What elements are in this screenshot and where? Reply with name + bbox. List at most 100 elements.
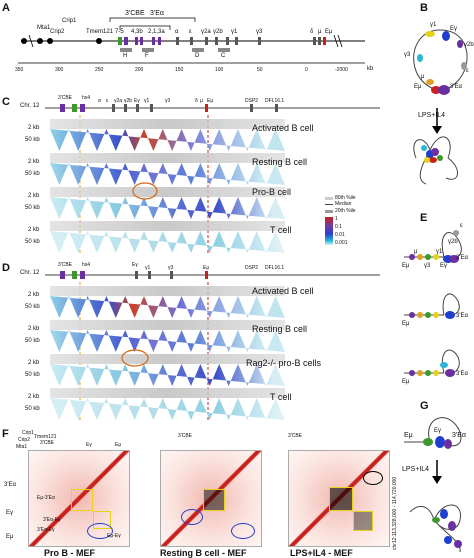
- panel-a-letter: A: [2, 2, 10, 14]
- chr-label-d: Chr. 12: [20, 270, 40, 276]
- c-scale-50kb-3: 50 kb: [25, 205, 40, 211]
- gene-g2b: γ2b: [213, 29, 223, 35]
- f-black-ellipse: [363, 471, 383, 485]
- b-g2b: γ2b: [464, 42, 474, 48]
- e-eg: Eγ: [440, 263, 448, 269]
- d-emu: Eμ: [203, 265, 210, 271]
- panel-a: 3'CBE 3'Eα Mta1 Crip1 Crip2 Tmem121 7-5 …: [0, 0, 400, 80]
- f-crip1: Crip1: [22, 430, 34, 436]
- f-eg-top: Eγ: [86, 442, 92, 448]
- d-scale-50kb-3: 50 kb: [25, 372, 40, 378]
- gene-epsilon: ε: [189, 29, 192, 35]
- b-emu: Eμ: [414, 84, 422, 90]
- c-row-activated: 2 kb 50 kb Activated B cell: [8, 117, 408, 151]
- b-g3: γ3: [404, 52, 411, 58]
- f-yellow-box-5: [353, 511, 373, 531]
- b-eg: Eγ: [450, 26, 458, 32]
- f-right-axis: chr12:113,328,000 - 114,720,000: [392, 476, 398, 550]
- d-scale-2kb-1: 2 kb: [28, 292, 40, 298]
- f-left-eg: Eγ: [6, 510, 14, 516]
- c-dsp2: DSP2: [245, 98, 259, 104]
- tick-350: 350: [15, 67, 24, 73]
- c-row-label-prob: Pro-B cell: [252, 187, 292, 197]
- c-profile-resting: [50, 153, 285, 163]
- gene-alpha: α: [175, 29, 179, 35]
- b-3ea: 3'Eα: [450, 84, 462, 90]
- e-3ea-2: 3'Eα: [456, 313, 468, 319]
- f-map-resting: [160, 450, 262, 547]
- gene-crip2: Crip2: [50, 29, 65, 35]
- c-alpha: α: [98, 98, 101, 104]
- c-hs4: hs4: [82, 95, 91, 101]
- f-caption-resting: Resting B cell - MEF: [160, 548, 247, 558]
- g-emu: Eμ: [404, 432, 413, 439]
- f-map-prob: Eμ-3'Eα 3'Eα-Eγ 3'Eα-Eγ Eμ-Eγ: [28, 450, 130, 547]
- e-emu-3: Eμ: [402, 379, 410, 385]
- panel-f-letter: F: [2, 428, 9, 440]
- tick-300: 300: [55, 67, 64, 73]
- axis-unit: kb: [367, 66, 374, 72]
- panel-b: γ1 Eγ γ2b γ3 ε μ Eμ 3'Eα LPS+IL4: [400, 8, 474, 208]
- d-row-rag2: 2 kb 50 kb Rag2-/- pro-B cells: [8, 349, 408, 386]
- gene-delta: δ: [310, 29, 314, 35]
- d-profile-activated: [50, 286, 285, 296]
- f-caption-prob: Pro B - MEF: [44, 548, 95, 558]
- d-scale-2kb-3: 2 kb: [28, 360, 40, 366]
- c-scale-2kb-1: 2 kb: [28, 125, 40, 131]
- e-g3: γ3: [424, 263, 431, 269]
- e-mu: μ: [414, 249, 418, 255]
- legend-0001: 0.001: [335, 240, 348, 246]
- c-g3: γ3: [165, 98, 171, 104]
- c-row-prob: 2 kb 50 kb Pro-B cell: [8, 182, 408, 219]
- d-scale-50kb-1: 50 kb: [25, 304, 40, 310]
- b-g1: γ1: [430, 22, 437, 28]
- c-emu: Eμ: [207, 98, 214, 104]
- panel-d: Chr. 12 3'CBE hs4 Eγ γ1 γ3 Eμ DSP2 DFL16…: [0, 262, 410, 422]
- c-legend: 80th %ile Median 20th %ile 1 0.1 0.01 0.…: [325, 195, 385, 250]
- gene-4-3b: 4,3b: [131, 29, 143, 35]
- gene-emu: Eμ: [325, 29, 333, 35]
- c-eg: Eγ: [134, 98, 140, 104]
- e-3ea-3: 3'Eα: [456, 371, 468, 377]
- c-g2a: γ2a: [114, 98, 123, 104]
- c-delta: δ: [195, 98, 198, 104]
- d-scale-2kb-4: 2 kb: [28, 394, 40, 400]
- gene-g1: γ1: [231, 29, 238, 35]
- d-3cbe: 3'CBE: [58, 262, 73, 268]
- d-hs4: hs4: [82, 262, 91, 268]
- f-3cbe-3: 3'CBE: [288, 433, 303, 439]
- f-caption-lps: LPS+IL4 - MEF: [290, 548, 353, 558]
- c-scale-50kb-4: 50 kb: [25, 239, 40, 245]
- c-g2b: γ2b: [124, 98, 133, 104]
- e-g1: γ1: [436, 249, 443, 255]
- segment-f: F: [145, 53, 149, 59]
- f-crip2: Crip2: [18, 437, 30, 443]
- g-3ea: 3'Eα: [452, 432, 466, 439]
- e-g2b: γ2b: [448, 239, 458, 245]
- panel-e: ε γ2b μ γ3 γ1 3'Eα Eμ Eγ 3'Eα Eμ 3'Eα Eμ: [400, 215, 474, 395]
- d-dfl16: DFL16.1: [265, 265, 285, 271]
- panel-d-letter: D: [2, 262, 10, 274]
- g-eg: Eγ: [434, 428, 442, 434]
- d-row-tcell: 2 kb 50 kb T cell: [8, 386, 408, 420]
- f-yellow-box-1: [71, 489, 93, 511]
- f-yellow-box-4: [329, 487, 353, 511]
- d-dsp2: DSP2: [245, 265, 259, 271]
- c-scale-2kb-3: 2 kb: [28, 193, 40, 199]
- c-epsilon: ε: [106, 98, 109, 104]
- legend-01: 0.1: [335, 224, 342, 230]
- chr-label-c: Chr. 12: [20, 103, 40, 109]
- c-mu: μ: [200, 98, 203, 104]
- e-emu-2: Eμ: [402, 321, 410, 327]
- d-heat-activated: [50, 296, 285, 318]
- f-3cbe-2: 3'CBE: [178, 433, 193, 439]
- g-arrow-label: LPS+IL4: [402, 466, 430, 473]
- d-row-label-activated: Activated B cell: [252, 286, 314, 296]
- panel-b-letter: B: [420, 2, 428, 14]
- d-scale-50kb-2: 50 kb: [25, 338, 40, 344]
- legend-80-swatch: [325, 197, 333, 200]
- c-scale-50kb-2: 50 kb: [25, 171, 40, 177]
- panel-g-diagram: [404, 417, 462, 553]
- c-row-tcell: 2 kb 50 kb T cell: [8, 219, 408, 253]
- d-profile-tcell: [50, 388, 285, 398]
